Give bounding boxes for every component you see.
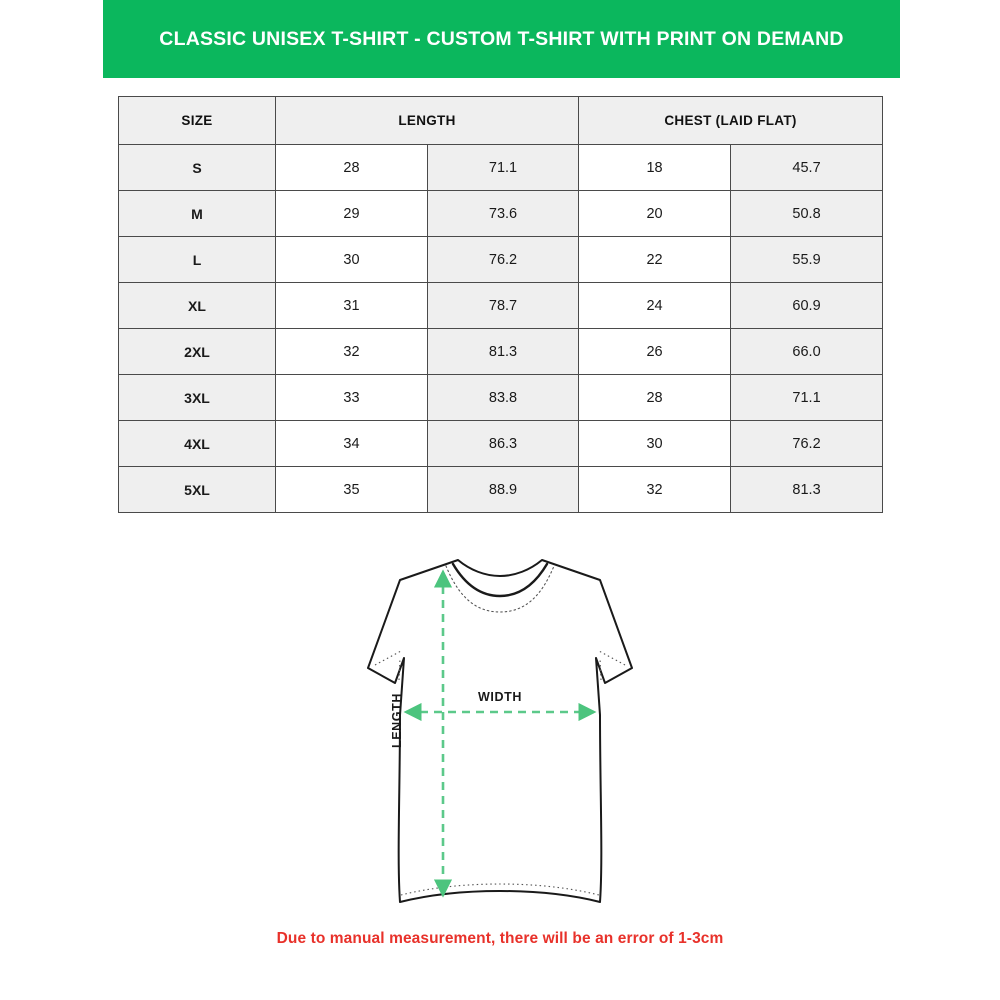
cell-chest-cm: 81.3 (730, 466, 884, 513)
cell-chest-in: 22 (578, 236, 732, 283)
cell-size: S (118, 144, 276, 191)
size-chart-table: SIZE LENGTH CHEST (LAID FLAT) S 28 71.1 … (118, 96, 884, 513)
table-header: SIZE LENGTH CHEST (LAID FLAT) (118, 96, 884, 145)
cell-length-in: 31 (275, 282, 428, 329)
table-row: 4XL 34 86.3 30 76.2 (118, 420, 884, 467)
cell-size: 2XL (118, 328, 276, 375)
cell-size: XL (118, 282, 276, 329)
cell-length-in: 28 (275, 144, 428, 191)
collar-stitch (445, 565, 555, 613)
cell-length-in: 32 (275, 328, 428, 375)
cell-chest-cm: 71.1 (730, 374, 884, 421)
table-row: S 28 71.1 18 45.7 (118, 144, 884, 191)
right-sleeve-stitch (598, 650, 626, 666)
collar-band (451, 562, 549, 598)
cell-size: 5XL (118, 466, 276, 513)
cell-chest-in: 32 (578, 466, 732, 513)
cell-length-in: 30 (275, 236, 428, 283)
left-sleeve-hem-stitch (398, 657, 401, 681)
cell-chest-in: 20 (578, 190, 732, 237)
cell-size: 4XL (118, 420, 276, 467)
cell-length-cm: 83.8 (426, 374, 580, 421)
page-title: CLASSIC UNISEX T-SHIRT - CUSTOM T-SHIRT … (159, 27, 844, 50)
tshirt-outline (367, 559, 633, 903)
table-row: 3XL 33 83.8 28 71.1 (118, 374, 884, 421)
cell-chest-cm: 60.9 (730, 282, 884, 329)
column-header-length: LENGTH (274, 96, 580, 145)
cell-length-cm: 86.3 (426, 420, 580, 467)
cell-size: L (118, 236, 276, 283)
cell-chest-cm: 66.0 (730, 328, 884, 375)
cell-length-cm: 73.6 (426, 190, 580, 237)
cell-chest-in: 18 (578, 144, 732, 191)
table-row: 2XL 32 81.3 26 66.0 (118, 328, 884, 375)
cell-length-cm: 81.3 (426, 328, 580, 375)
cell-chest-in: 26 (578, 328, 732, 375)
table-body: S 28 71.1 18 45.7 M 29 73.6 20 50.8 L 30… (118, 144, 884, 513)
cell-length-cm: 78.7 (426, 282, 580, 329)
table-row: M 29 73.6 20 50.8 (118, 190, 884, 237)
right-sleeve-hem-stitch (599, 657, 602, 681)
cell-length-in: 33 (275, 374, 428, 421)
tshirt-diagram (300, 540, 700, 940)
cell-length-cm: 76.2 (426, 236, 580, 283)
cell-chest-in: 24 (578, 282, 732, 329)
table-row: XL 31 78.7 24 60.9 (118, 282, 884, 329)
cell-chest-cm: 55.9 (730, 236, 884, 283)
cell-length-in: 29 (275, 190, 428, 237)
cell-length-in: 35 (275, 466, 428, 513)
cell-length-cm: 71.1 (426, 144, 580, 191)
column-header-chest: CHEST (LAID FLAT) (578, 96, 884, 145)
left-sleeve-stitch (374, 650, 402, 666)
cell-chest-cm: 76.2 (730, 420, 884, 467)
width-label: WIDTH (478, 690, 522, 704)
table-row: L 30 76.2 22 55.9 (118, 236, 884, 283)
column-header-size: SIZE (118, 96, 276, 145)
header-banner: CLASSIC UNISEX T-SHIRT - CUSTOM T-SHIRT … (103, 0, 900, 78)
measurement-disclaimer: Due to manual measurement, there will be… (276, 930, 724, 947)
cell-chest-in: 28 (578, 374, 732, 421)
cell-chest-cm: 50.8 (730, 190, 884, 237)
table-header-row: SIZE LENGTH CHEST (LAID FLAT) (118, 96, 884, 145)
length-label: LENGTH (390, 693, 404, 748)
cell-chest-in: 30 (578, 420, 732, 467)
cell-chest-cm: 45.7 (730, 144, 884, 191)
table-row: 5XL 35 88.9 32 81.3 (118, 466, 884, 513)
cell-size: 3XL (118, 374, 276, 421)
cell-length-in: 34 (275, 420, 428, 467)
cell-length-cm: 88.9 (426, 466, 580, 513)
bottom-hem-stitch (400, 883, 600, 896)
cell-size: M (118, 190, 276, 237)
